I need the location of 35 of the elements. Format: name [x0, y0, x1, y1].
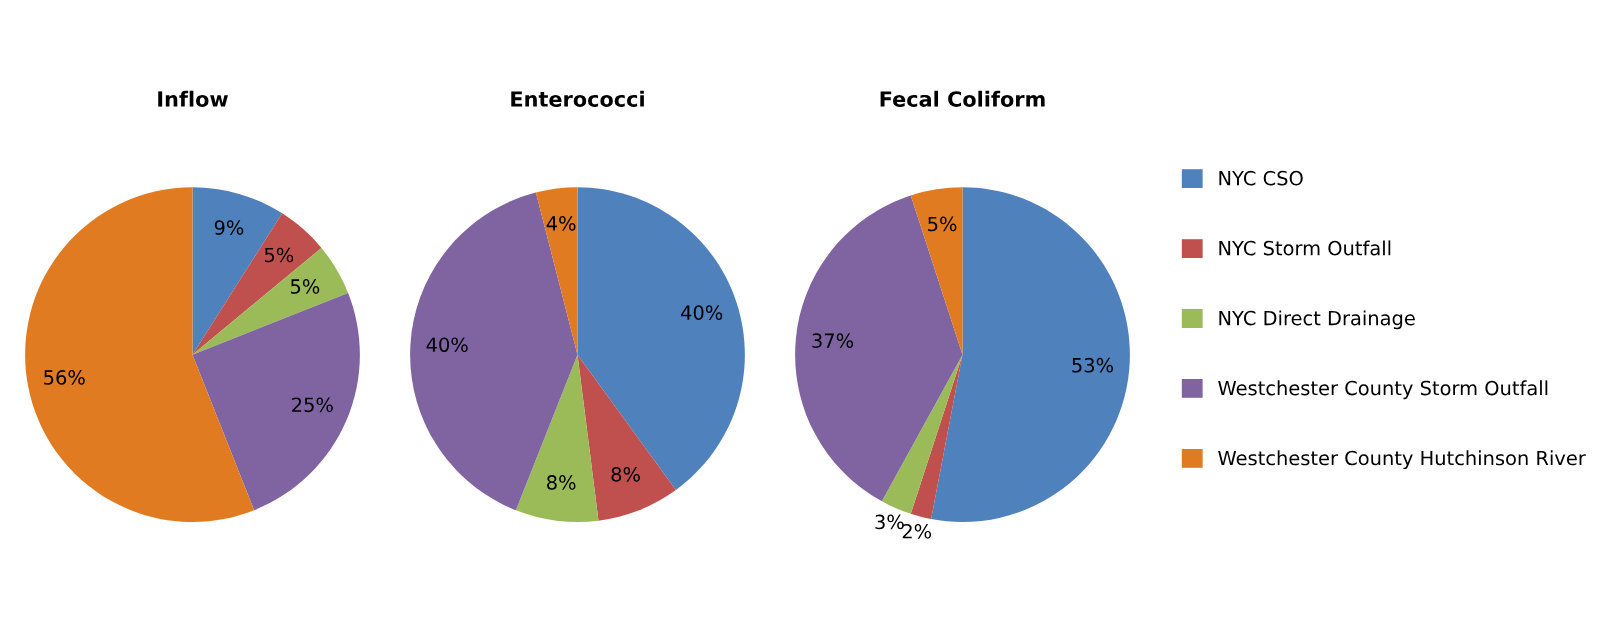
pie-slice [25, 187, 255, 523]
data-label: 9% [214, 220, 244, 235]
data-label: 37% [812, 333, 854, 348]
legend-label: Westchester County Storm Outfall [1218, 380, 1548, 400]
pie-slice [192, 213, 322, 355]
pie-slice [577, 187, 745, 491]
data-label: 53% [1072, 357, 1114, 373]
chart-title: Inflow [158, 90, 228, 107]
data-label: 8% [611, 466, 640, 482]
data-label: 2% [902, 523, 932, 539]
pie-slice [881, 354, 963, 514]
pie-slice [795, 195, 963, 502]
pie-slice [577, 354, 676, 521]
pie-slice [192, 247, 349, 355]
pie-slice [410, 192, 578, 511]
legend-label: NYC Direct Drainage [1219, 310, 1415, 330]
data-label: 8% [547, 475, 576, 490]
legend-label: NYC Storm Outfall [1219, 240, 1391, 256]
pie-slice [192, 293, 360, 511]
pie-slice [910, 187, 963, 355]
data-label: 5% [264, 247, 294, 263]
legend-label: Westchester County Hutchinson River [1218, 450, 1586, 470]
data-label: 4% [546, 216, 576, 231]
data-label: 56% [44, 370, 85, 385]
data-label: 5% [928, 216, 957, 232]
chart-title: Enterococci [511, 90, 644, 107]
data-label: 3% [875, 514, 904, 530]
data-label: 25% [292, 397, 333, 413]
data-label: 40% [426, 337, 468, 353]
pie-slice [535, 187, 578, 355]
data-label: 5% [290, 279, 320, 294]
data-label: 40% [681, 305, 723, 320]
legend-label: NYC CSO [1219, 170, 1303, 186]
chart-title: Fecal Coliform [880, 90, 1045, 107]
pie-slice [515, 354, 599, 523]
